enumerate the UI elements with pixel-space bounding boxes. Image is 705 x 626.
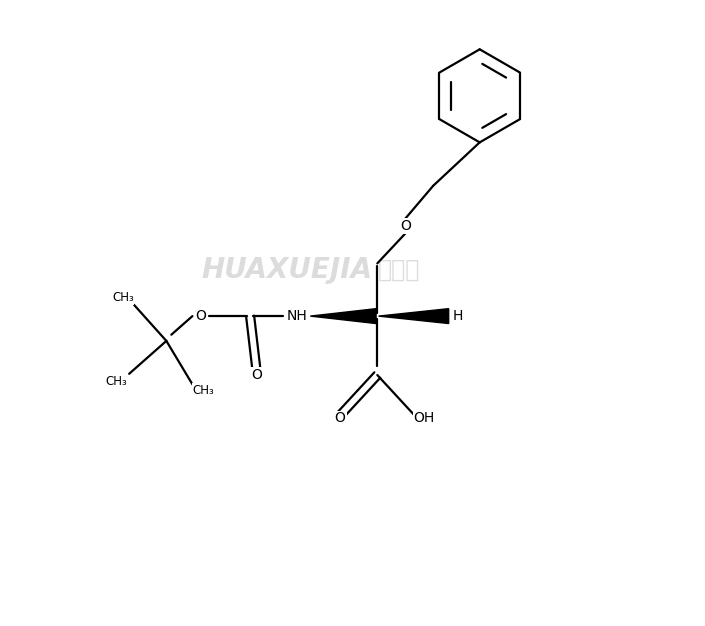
Text: H: H	[453, 309, 463, 323]
Text: O: O	[335, 411, 345, 426]
Text: O: O	[251, 368, 262, 382]
Text: O: O	[195, 309, 206, 323]
Text: HUAXUEJIA: HUAXUEJIA	[202, 255, 373, 284]
Text: CH₃: CH₃	[192, 384, 214, 397]
Polygon shape	[379, 309, 448, 324]
Text: O: O	[400, 219, 411, 233]
Text: OH: OH	[413, 411, 434, 426]
Polygon shape	[310, 309, 376, 324]
Text: NH: NH	[286, 309, 307, 323]
Text: CH₃: CH₃	[112, 291, 134, 304]
Text: CH₃: CH₃	[106, 375, 128, 387]
Text: 化学加: 化学加	[378, 257, 420, 282]
